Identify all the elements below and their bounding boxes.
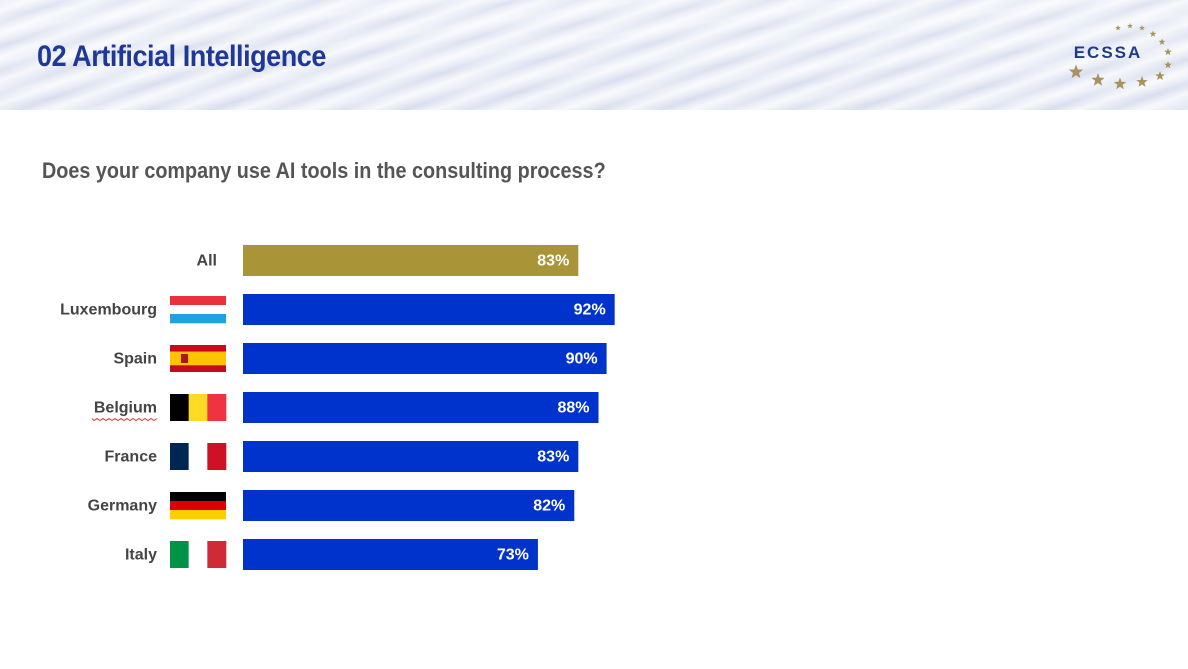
ecssa-logo: ECSSA	[1068, 23, 1172, 90]
logo-star	[1164, 48, 1172, 56]
logo-stars	[1068, 23, 1172, 90]
bar-belgium	[243, 392, 599, 423]
category-label: Luxembourg	[60, 302, 157, 319]
page-title: 02 Artificial Intelligence	[37, 40, 326, 73]
bar-germany	[243, 490, 575, 521]
ai-usage-bar-chart: All 83% Luxembourg 92% Spain 90% Belgium 88% Fra…	[60, 245, 615, 570]
logo-star	[1158, 38, 1166, 45]
value-label: 90%	[566, 351, 598, 368]
bar-spain	[243, 343, 607, 374]
value-label: 73%	[497, 547, 529, 564]
bar-luxembourg	[243, 294, 615, 325]
category-label: Germany	[88, 498, 157, 515]
france-flag	[170, 443, 227, 470]
bar-italy	[243, 539, 538, 570]
bar-france	[243, 441, 579, 472]
bar-all	[243, 245, 579, 276]
category-label: All	[197, 253, 217, 270]
value-label: 83%	[537, 253, 569, 270]
logo-star	[1091, 73, 1105, 86]
category-label: Belgium	[94, 400, 157, 417]
spellcheck-underline	[91, 417, 158, 422]
value-label: 83%	[537, 449, 569, 466]
logo-star	[1115, 25, 1121, 31]
logo-star	[1136, 76, 1148, 87]
logo-star	[1139, 25, 1145, 31]
logo-star	[1113, 77, 1127, 90]
belgium-flag	[170, 394, 227, 421]
value-label: 82%	[533, 498, 565, 515]
header-background	[0, 0, 1188, 110]
logo-star	[1068, 64, 1084, 79]
category-label: Italy	[125, 547, 157, 564]
logo-star	[1127, 23, 1133, 29]
category-label: Spain	[113, 351, 157, 368]
logo-star	[1149, 30, 1157, 37]
logo-text: ECSSA	[1074, 43, 1143, 62]
survey-question: Does your company use AI tools in the co…	[42, 158, 606, 183]
value-label: 92%	[574, 302, 606, 319]
logo-star	[1155, 71, 1165, 81]
luxembourg-flag	[170, 296, 226, 324]
logo-star	[1164, 61, 1172, 69]
spain-flag	[170, 345, 226, 372]
germany-flag	[170, 492, 226, 520]
italy-flag	[170, 541, 227, 568]
spain-coat-of-arms	[181, 354, 188, 363]
category-label: France	[105, 449, 158, 466]
value-label: 88%	[557, 400, 589, 417]
